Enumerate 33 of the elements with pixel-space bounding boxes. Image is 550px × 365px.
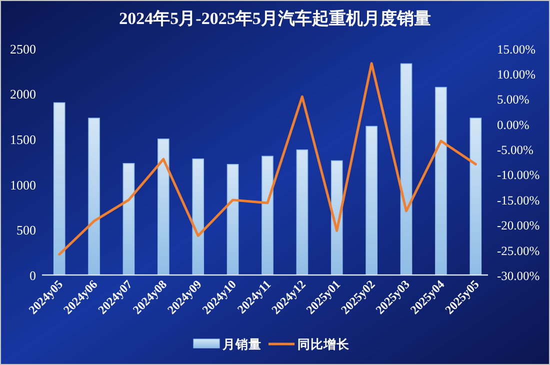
y2-tick-label: -20.00%	[497, 218, 540, 233]
legend-label: 月销量	[222, 338, 262, 352]
bar	[158, 138, 170, 276]
y2-tick-label: -15.00%	[497, 193, 540, 208]
bar	[435, 86, 447, 276]
y-tick-label: 2000	[10, 86, 36, 102]
bar	[470, 118, 482, 276]
y2-tick-label: -10.00%	[497, 168, 540, 182]
y-tick-label: 2500	[10, 41, 36, 56]
bar	[330, 160, 343, 276]
bar	[53, 102, 66, 276]
bar	[226, 164, 239, 276]
y-tick-label: 1000	[10, 177, 36, 192]
y2-tick-label: -30.00%	[497, 269, 540, 283]
bar	[122, 163, 135, 276]
bar	[192, 158, 204, 276]
y2-tick-label: -5.00%	[497, 143, 534, 158]
y2-tick-label: -25.00%	[497, 244, 540, 258]
y2-tick-label: 10.00%	[497, 67, 536, 82]
y2-tick-label: 15.00%	[497, 42, 536, 56]
y-tick-label: 500	[16, 222, 36, 238]
bar	[296, 149, 308, 276]
bar	[88, 118, 100, 276]
chart-title: 2024年5月-2025年5月汽车起重机月度销量	[119, 9, 431, 28]
y2-tick-label: 5.00%	[497, 92, 530, 107]
y-tick-label: 0	[30, 268, 36, 283]
bar	[400, 63, 412, 276]
y-tick-label: 1500	[10, 132, 36, 147]
bar	[366, 126, 378, 276]
y2-tick-label: 0.00%	[497, 118, 530, 132]
line-series	[58, 62, 477, 256]
bar	[262, 156, 274, 276]
legend-label: 同比增长	[298, 338, 350, 352]
